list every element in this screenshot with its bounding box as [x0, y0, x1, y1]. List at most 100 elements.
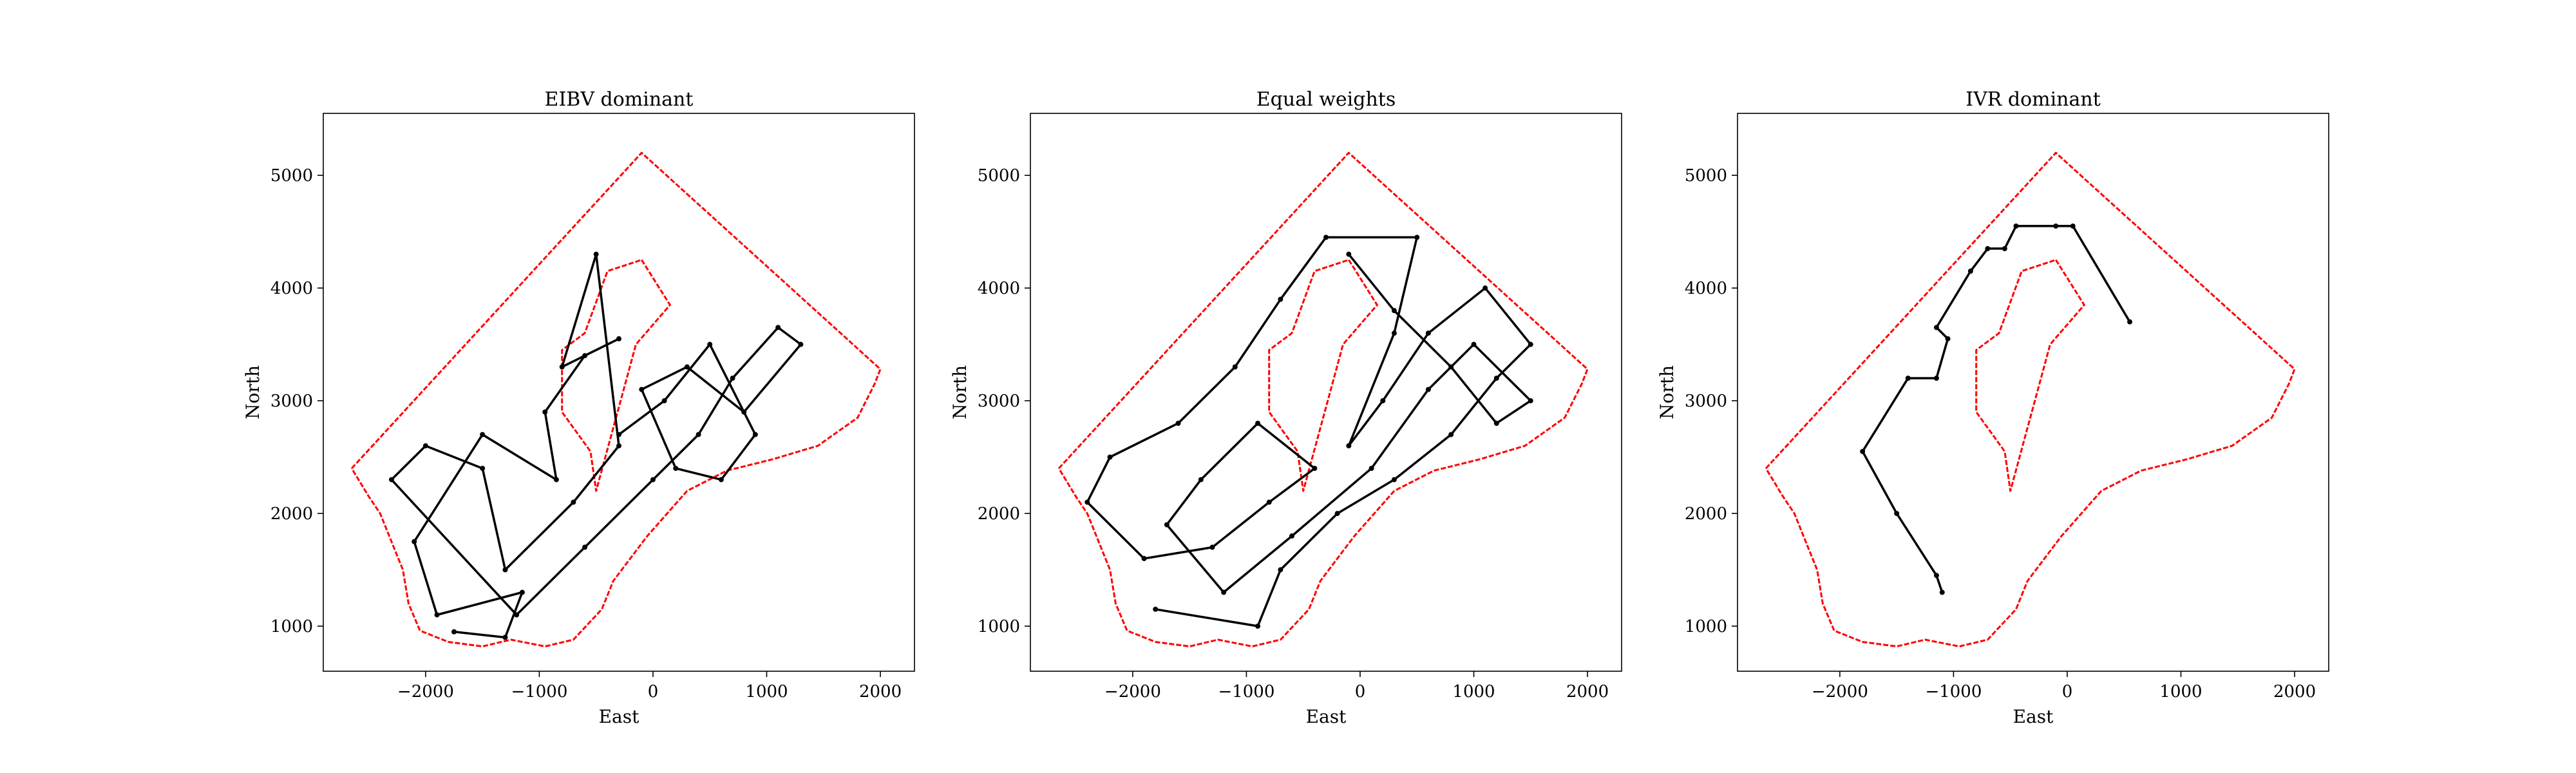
x-tick-label: −2000 — [397, 682, 454, 701]
data-point — [553, 477, 559, 482]
x-tick-label: 1000 — [1452, 682, 1495, 701]
data-point — [696, 432, 701, 437]
data-point — [1391, 477, 1397, 482]
x-tick-label: 2000 — [859, 682, 902, 701]
data-point — [707, 341, 713, 347]
data-point — [1493, 376, 1499, 381]
y-tick-label: 3000 — [270, 392, 313, 411]
data-point — [1933, 325, 1939, 330]
data-point — [639, 386, 645, 392]
data-point — [582, 353, 588, 359]
data-point — [1391, 308, 1397, 314]
data-point — [571, 499, 576, 505]
y-tick-label: 1000 — [978, 617, 1020, 636]
data-point — [1985, 245, 1991, 251]
data-point — [502, 635, 508, 640]
data-point — [1278, 296, 1283, 302]
chart-title: EIBV dominant — [545, 88, 694, 111]
x-tick-label: 1000 — [745, 682, 788, 701]
data-point — [451, 629, 457, 635]
chart-title: Equal weights — [1256, 88, 1396, 111]
plot-content — [350, 151, 882, 647]
data-point — [661, 398, 667, 404]
y-axis-label: North — [949, 365, 971, 419]
data-point — [730, 376, 735, 381]
data-point — [582, 544, 588, 550]
data-point — [519, 589, 525, 595]
y-tick-label: 2000 — [978, 504, 1020, 524]
data-point — [1894, 511, 1900, 517]
y-tick-label: 4000 — [1685, 279, 1727, 298]
data-point — [684, 364, 690, 370]
x-tick-label: −1000 — [1218, 682, 1274, 701]
data-point — [616, 432, 621, 437]
data-point — [1391, 330, 1397, 336]
data-point — [1289, 533, 1295, 539]
y-tick-label: 4000 — [978, 279, 1020, 298]
series-line-boundary — [350, 151, 882, 647]
plot-area — [1030, 113, 1622, 672]
data-point — [1141, 556, 1147, 562]
data-point — [1346, 251, 1352, 257]
data-point — [1967, 268, 1973, 274]
x-tick-label: 0 — [1355, 682, 1366, 701]
data-point — [1528, 398, 1533, 404]
plot-content — [1765, 151, 2296, 647]
y-tick-label: 1000 — [1685, 617, 1727, 636]
y-axis-label: North — [1656, 365, 1678, 419]
chart-panel-3: −2000 −1000 0 1000 2000 1000 2000 3000 4000 5000 I… — [1656, 88, 2329, 727]
series-line-path — [390, 253, 802, 639]
data-point — [1945, 336, 1951, 341]
x-tick-label: −2000 — [1812, 682, 1868, 701]
data-point — [2002, 245, 2007, 251]
y-tick-label: 3000 — [1685, 392, 1727, 411]
data-point — [480, 466, 486, 472]
data-point — [542, 409, 548, 415]
series-line-obstacle — [1975, 258, 2085, 492]
chart-panel-2: −2000 −1000 0 1000 2000 1000 2000 3000 4000 5000 E… — [949, 88, 1622, 727]
data-point — [1425, 330, 1431, 336]
data-point — [1255, 624, 1261, 629]
x-axis-label: East — [1306, 706, 1347, 727]
y-tick-label: 5000 — [1685, 166, 1727, 186]
data-point — [1528, 341, 1533, 347]
data-point — [1482, 285, 1488, 291]
data-point — [480, 432, 486, 437]
data-point — [2013, 223, 2019, 229]
data-point — [752, 432, 758, 437]
data-point — [1368, 466, 1374, 472]
data-point — [616, 443, 621, 449]
data-point — [650, 477, 656, 482]
data-point — [1939, 589, 1945, 595]
data-point — [1153, 606, 1159, 612]
series-line-boundary — [1057, 151, 1589, 647]
data-point — [1448, 364, 1454, 370]
y-tick-label: 2000 — [270, 504, 313, 524]
data-point — [514, 612, 520, 618]
data-point — [1493, 421, 1499, 426]
data-point — [1323, 234, 1329, 240]
data-point — [1175, 421, 1181, 426]
series-line-obstacle — [561, 258, 671, 492]
data-point — [775, 325, 781, 330]
data-point — [1107, 454, 1113, 460]
data-point — [718, 477, 724, 482]
y-tick-label: 3000 — [978, 392, 1020, 411]
data-point — [1232, 364, 1238, 370]
x-tick-label: −1000 — [1925, 682, 1982, 701]
y-tick-label: 5000 — [978, 166, 1020, 186]
x-axis-label: East — [2013, 706, 2054, 727]
data-point — [593, 251, 599, 257]
data-point — [1933, 573, 1939, 578]
y-tick-label: 5000 — [270, 166, 313, 186]
y-tick-label: 1000 — [270, 617, 313, 636]
series-line-obstacle — [1268, 258, 1378, 492]
data-point — [741, 409, 747, 415]
data-point — [1933, 376, 1939, 381]
data-point — [2070, 223, 2076, 229]
x-axis-label: East — [599, 706, 640, 727]
data-point — [1380, 398, 1386, 404]
y-tick-label: 2000 — [1685, 504, 1727, 524]
data-point — [1860, 448, 1866, 454]
